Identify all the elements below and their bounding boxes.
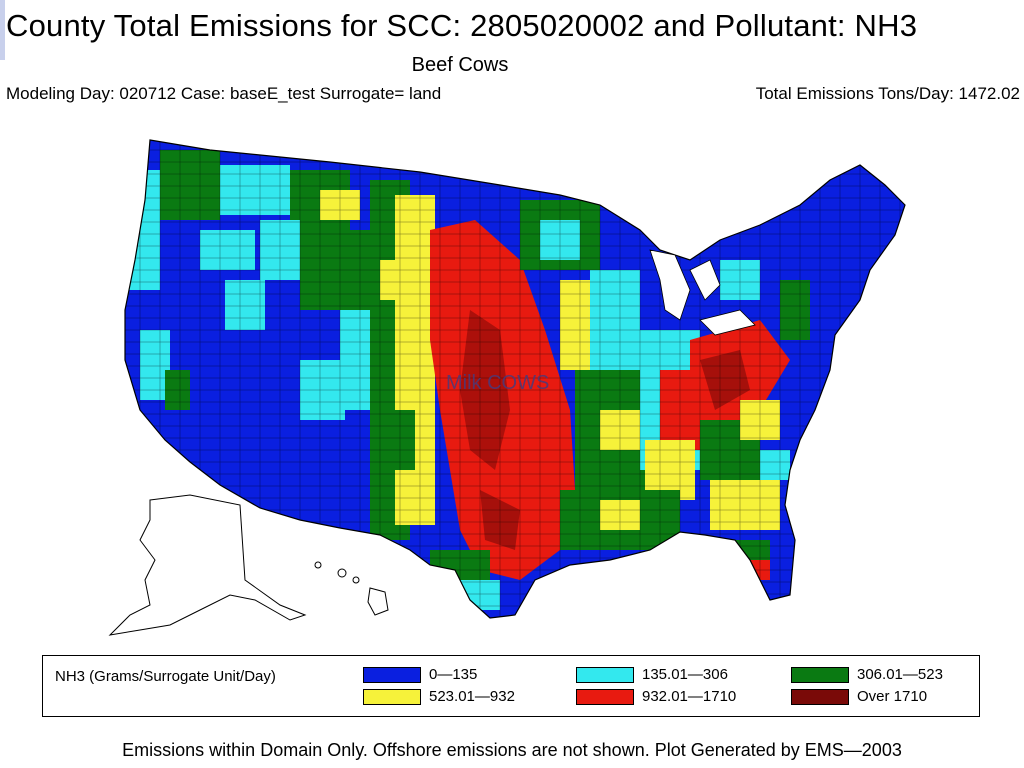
legend-label: 0—135 xyxy=(429,666,478,683)
legend-swatch xyxy=(363,667,421,683)
total-emissions-info: Total Emissions Tons/Day: 1472.02 xyxy=(755,84,1020,103)
legend-swatch xyxy=(791,689,849,705)
legend-swatch xyxy=(576,689,634,705)
legend-title: NH3 (Grams/Surrogate Unit/Day) xyxy=(55,668,276,685)
legend-label: Over 1710 xyxy=(857,688,928,705)
milk-cows-overlay-label: Milk COWS xyxy=(446,372,550,394)
legend-label: 523.01—932 xyxy=(429,688,515,705)
legend-swatch xyxy=(791,667,849,683)
legend-label: 306.01—523 xyxy=(857,666,943,683)
map-title: County Total Emissions for SCC: 28050200… xyxy=(6,8,918,43)
map-subtitle: Beef Cows xyxy=(411,54,509,76)
footer-note: Emissions within Domain Only. Offshore e… xyxy=(122,740,902,760)
modeling-info: Modeling Day: 020712 Case: baseE_test Su… xyxy=(6,84,442,103)
legend: NH3 (Grams/Surrogate Unit/Day) 0—135 135… xyxy=(42,655,980,717)
legend-swatch xyxy=(363,689,421,705)
legend-swatch xyxy=(576,667,634,683)
legend-label: 135.01—306 xyxy=(642,666,728,683)
us-county-emissions-map xyxy=(0,110,1024,650)
legend-label: 932.01—1710 xyxy=(642,688,737,705)
slide-corner-decoration xyxy=(0,0,5,60)
